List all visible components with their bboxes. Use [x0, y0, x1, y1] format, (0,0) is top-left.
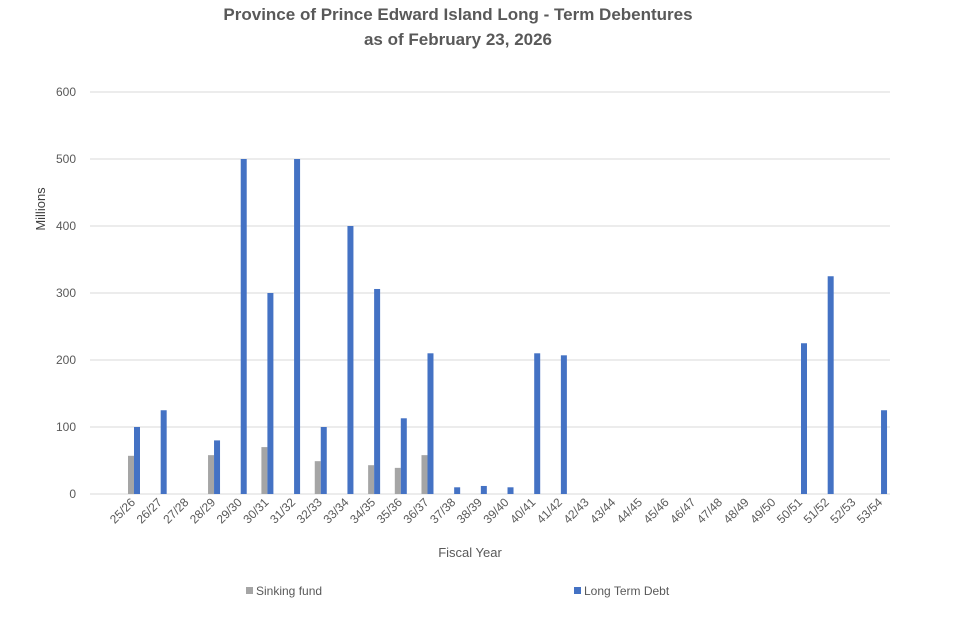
x-tick-label: 33/34 — [320, 495, 351, 526]
bar-sinking-fund — [208, 455, 215, 494]
x-tick-label: 42/43 — [561, 495, 592, 526]
bar-long-term-debt — [881, 410, 888, 494]
x-tick-label: 28/29 — [187, 495, 218, 526]
x-tick-label: 27/28 — [160, 495, 191, 526]
x-tick-label: 45/46 — [641, 495, 672, 526]
x-tick-label: 49/50 — [747, 495, 778, 526]
bar-long-term-debt — [294, 159, 301, 494]
x-tick-label: 53/54 — [854, 495, 885, 526]
bar-long-term-debt — [374, 288, 381, 494]
bar-long-term-debt — [480, 485, 487, 494]
x-tick-label: 41/42 — [534, 495, 565, 526]
bar-long-term-debt — [827, 276, 834, 494]
chart-title-line1: Province of Prince Edward Island Long - … — [223, 5, 692, 24]
bar-long-term-debt — [240, 159, 247, 494]
bar-long-term-debt — [400, 418, 407, 494]
y-axis-label: Millions — [33, 187, 48, 231]
bar-long-term-debt — [534, 353, 541, 494]
bar-sinking-fund — [421, 455, 428, 494]
bar-sinking-fund — [394, 467, 401, 494]
bar-sinking-fund — [128, 455, 134, 494]
y-tick-label: 500 — [56, 152, 76, 166]
y-tick-label: 0 — [69, 487, 76, 501]
bar-long-term-debt — [160, 410, 167, 494]
x-tick-label: 36/37 — [400, 495, 431, 526]
x-tick-label: 40/41 — [507, 495, 538, 526]
bar-long-term-debt — [320, 427, 327, 494]
y-tick-label: 200 — [56, 353, 76, 367]
bar-long-term-debt — [134, 427, 140, 494]
bar-long-term-debt — [214, 440, 221, 494]
x-tick-label: 25/26 — [107, 495, 138, 526]
x-tick-label: 50/51 — [774, 495, 805, 526]
legend-swatch-long-term-debt — [574, 587, 581, 594]
bar-sinking-fund — [368, 465, 375, 494]
y-tick-label: 400 — [56, 219, 76, 233]
x-tick-label: 46/47 — [667, 495, 698, 526]
bar-sinking-fund — [261, 447, 268, 494]
bar-long-term-debt — [801, 343, 807, 494]
x-tick-label: 26/27 — [134, 495, 165, 526]
x-tick-label: 35/36 — [374, 495, 405, 526]
bar-sinking-fund — [314, 461, 321, 494]
x-tick-label: 37/38 — [427, 495, 458, 526]
x-tick-label: 47/48 — [694, 495, 725, 526]
y-tick-label: 100 — [56, 420, 76, 434]
x-tick-label: 30/31 — [240, 495, 271, 526]
legend-swatch-sinking-fund — [246, 587, 253, 594]
legend: Sinking fund Long Term Debt — [246, 584, 670, 598]
bar-long-term-debt — [454, 487, 461, 494]
x-tick-label: 38/39 — [454, 495, 485, 526]
bar-long-term-debt — [427, 353, 434, 494]
x-tick-label: 43/44 — [587, 495, 618, 526]
bar-long-term-debt — [560, 355, 567, 494]
x-tick-label: 34/35 — [347, 495, 378, 526]
y-tick-label: 300 — [56, 286, 76, 300]
x-tick-label: 29/30 — [214, 495, 245, 526]
bar-long-term-debt — [347, 226, 354, 494]
y-tick-label: 600 — [56, 85, 76, 99]
bar-long-term-debt — [267, 293, 274, 494]
x-tick-label: 31/32 — [267, 495, 298, 526]
chart-title-line2: as of February 23, 2026 — [364, 30, 552, 49]
x-tick-label: 44/45 — [614, 495, 645, 526]
x-tick-label: 32/33 — [294, 495, 325, 526]
x-tick-label: 48/49 — [721, 495, 752, 526]
x-tick-label: 39/40 — [481, 495, 512, 526]
legend-label-sinking-fund: Sinking fund — [256, 584, 322, 598]
x-axis-label: Fiscal Year — [438, 545, 502, 560]
x-tick-label: 52/53 — [827, 495, 858, 526]
legend-label-long-term-debt: Long Term Debt — [584, 584, 670, 598]
bar-long-term-debt — [507, 487, 514, 494]
x-tick-label: 51/52 — [801, 495, 832, 526]
